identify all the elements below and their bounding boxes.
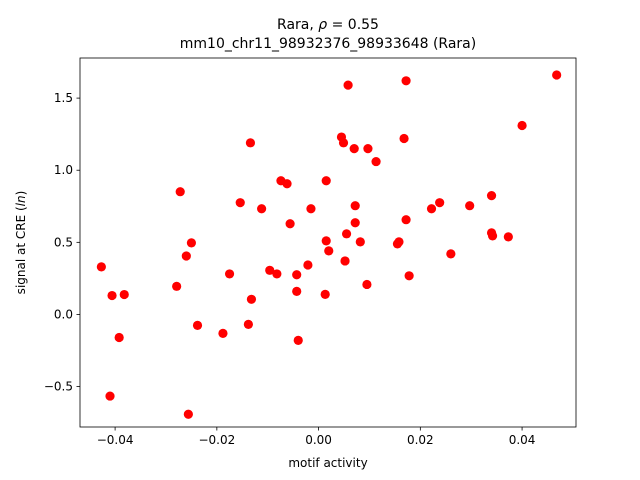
data-point <box>465 201 475 211</box>
data-point <box>435 198 445 208</box>
plot-frame <box>79 57 577 428</box>
data-point <box>340 256 350 266</box>
data-point <box>487 231 498 241</box>
y-axis-ticks: −0.5 0.0 0.5 1.0 1.5 <box>44 91 80 394</box>
data-point <box>265 265 275 275</box>
data-point <box>272 269 282 279</box>
y-tick-label: −0.5 <box>44 380 73 394</box>
data-point <box>292 270 302 280</box>
y-axis-label-italic: ln <box>14 195 28 206</box>
data-point <box>186 238 197 248</box>
data-point <box>292 286 302 296</box>
chart-title-rho-value: = 0.55 <box>327 17 379 33</box>
data-point <box>175 187 185 197</box>
data-point <box>235 198 245 208</box>
data-point <box>355 237 365 247</box>
y-axis-label-suffix: ) <box>14 191 28 196</box>
data-point <box>320 289 330 299</box>
x-tick-label: 0.04 <box>509 433 536 447</box>
data-point <box>401 215 411 225</box>
data-point <box>285 219 295 229</box>
data-point <box>119 289 129 300</box>
data-point <box>321 176 331 186</box>
data-point <box>324 246 334 256</box>
x-tick-label: −0.04 <box>97 433 134 447</box>
data-point <box>486 191 497 201</box>
data-point <box>181 251 191 261</box>
x-tick-label: 0.00 <box>305 433 332 447</box>
y-axis-label-prefix: signal at CRE ( <box>14 206 28 294</box>
y-tick-label: 0.0 <box>54 307 73 321</box>
data-point <box>172 281 182 291</box>
y-tick-label: 1.0 <box>54 163 73 177</box>
data-point <box>350 201 360 211</box>
data-point <box>224 269 235 279</box>
data-point <box>96 262 106 272</box>
data-point <box>343 80 353 90</box>
data-point <box>257 204 267 214</box>
data-point <box>552 70 562 80</box>
points-layer <box>96 70 562 419</box>
data-point <box>338 138 349 148</box>
data-point <box>371 156 381 167</box>
y-axis-label: signal at CRE (ln) <box>14 191 28 295</box>
data-point <box>401 76 411 86</box>
chart-title-line2: mm10_chr11_98932376_98933648 (Rara) <box>180 36 476 52</box>
data-point <box>114 332 124 343</box>
x-tick-label: −0.02 <box>198 433 235 447</box>
x-axis-ticks: −0.04 −0.02 0.00 0.02 0.04 <box>97 427 536 447</box>
data-point <box>303 260 313 270</box>
data-point <box>105 391 115 401</box>
data-point <box>350 218 360 228</box>
x-tick-label: 0.02 <box>407 433 434 447</box>
data-point <box>246 294 257 304</box>
chart-title-prefix: Rara, <box>277 17 318 33</box>
data-point <box>293 335 303 346</box>
y-tick-label: 0.5 <box>54 235 73 249</box>
data-point <box>183 409 193 419</box>
data-point <box>363 143 373 154</box>
data-point <box>306 204 316 214</box>
data-point <box>282 179 292 189</box>
y-tick-label: 1.5 <box>54 91 73 105</box>
chart-title-line1: Rara, ρ = 0.55 <box>277 17 379 33</box>
data-point <box>399 133 409 144</box>
data-point <box>394 237 404 247</box>
data-point <box>245 138 256 148</box>
data-point <box>341 229 352 239</box>
chart-title-rho-symbol: ρ <box>318 17 327 33</box>
data-point <box>503 232 513 242</box>
data-point <box>107 290 117 301</box>
data-point <box>218 328 228 338</box>
data-point <box>362 279 372 290</box>
data-point <box>517 120 527 131</box>
x-axis-label: motif activity <box>288 456 367 470</box>
data-point <box>349 143 359 154</box>
data-point <box>321 236 331 246</box>
data-point <box>192 320 203 331</box>
data-point <box>243 319 253 329</box>
data-point <box>446 249 456 259</box>
data-point <box>404 271 414 281</box>
data-point <box>426 204 437 214</box>
